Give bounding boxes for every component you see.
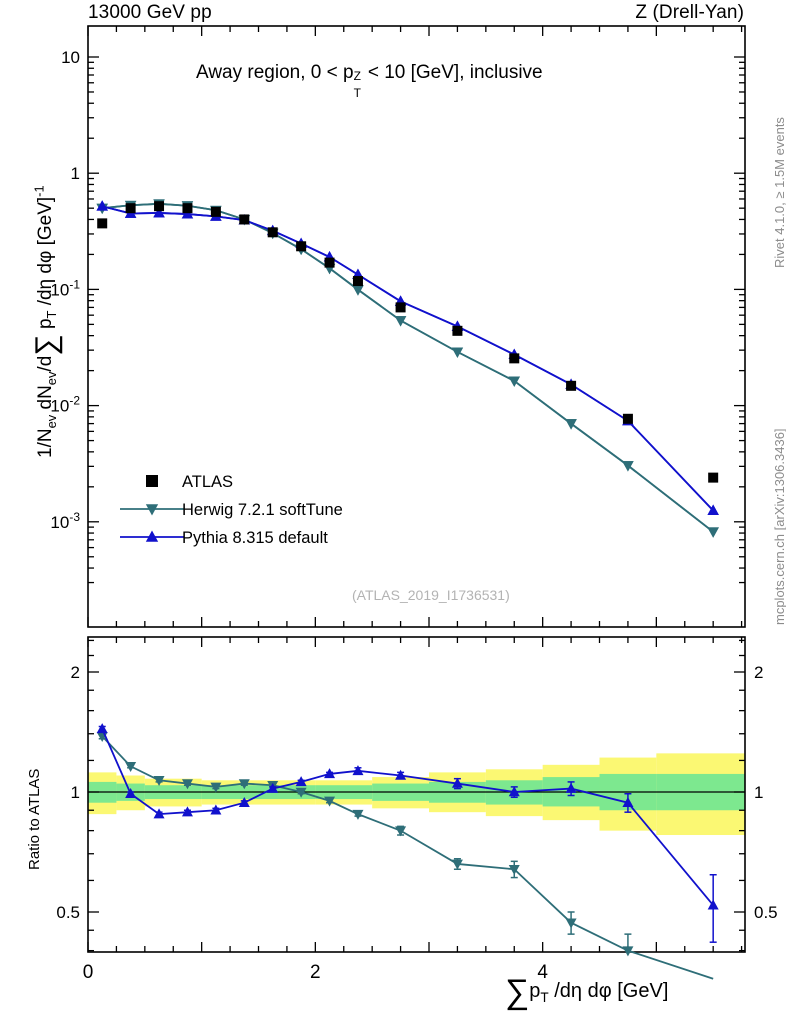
plot-title-pre: Away region, 0 < p xyxy=(196,62,354,83)
data-point-square xyxy=(452,325,463,336)
data-point-triangle-down xyxy=(707,527,719,538)
plot-title-superscript: Z xyxy=(353,69,361,83)
data-point-triangle-down xyxy=(394,316,407,327)
x-axis-label: ∑pT /dη dφ [GeV] xyxy=(505,973,668,1012)
data-point-triangle-up xyxy=(181,806,193,817)
main-panel-frame xyxy=(87,25,746,628)
data-point-triangle-up xyxy=(295,776,307,787)
data-point-triangle-down xyxy=(295,787,307,798)
data-point-square xyxy=(622,413,633,424)
data-point-triangle-down xyxy=(508,865,520,876)
data-point-triangle-down xyxy=(565,419,577,430)
pythia-main-line xyxy=(101,205,714,512)
x-tick-label: 4 xyxy=(537,962,548,983)
data-point-triangle-down xyxy=(565,918,577,929)
data-point-triangle-up xyxy=(125,787,137,798)
y-tick-label-ratio-right: 0.5 xyxy=(754,903,778,922)
y-tick-label-ratio-right: 1 xyxy=(754,783,763,802)
data-point-triangle-down xyxy=(622,946,634,957)
x-tick-label: 0 xyxy=(83,962,94,983)
data-point-triangle-down xyxy=(451,859,463,870)
data-point-square xyxy=(146,475,158,487)
data-point-triangle-up xyxy=(395,769,407,780)
header-left-label: 13000 GeV pp xyxy=(88,2,212,23)
data-point-square xyxy=(239,214,250,225)
legend-label-atlas: ATLAS xyxy=(182,473,234,491)
data-point-triangle-up xyxy=(153,808,165,819)
data-point-square xyxy=(210,206,221,217)
header-right-label: Z (Drell-Yan) xyxy=(635,2,744,23)
data-point-triangle-down xyxy=(153,776,165,787)
legend: ATLAS Herwig 7.2.1 softTune Pythia 8.315… xyxy=(182,472,343,556)
analysis-id-watermark: (ATLAS_2019_I1736531) xyxy=(352,587,510,603)
y-tick-label-ratio: 2 xyxy=(71,663,80,682)
herwig-main-line xyxy=(102,202,714,533)
data-point-triangle-up xyxy=(508,786,520,797)
data-point-square xyxy=(267,227,278,238)
y-tick-label-main: 1 xyxy=(71,164,80,183)
y-tick-label-ratio-right: 2 xyxy=(754,663,763,682)
x-axis-label-tail: /dη dφ [GeV] xyxy=(548,980,669,1002)
data-point-square xyxy=(182,203,193,214)
data-point-triangle-up xyxy=(267,782,279,793)
legend-label-pythia: Pythia 8.315 default xyxy=(182,529,328,547)
pythia-ratio-line xyxy=(101,728,714,906)
data-point-square xyxy=(324,257,335,268)
data-point-triangle-down xyxy=(508,376,520,387)
data-point-triangle-up xyxy=(707,504,719,515)
data-point-triangle-up xyxy=(96,200,108,211)
data-point-triangle-down xyxy=(238,779,250,790)
pythia-main-line xyxy=(101,205,714,512)
data-point-triangle-down xyxy=(324,796,336,807)
data-point-triangle-down xyxy=(451,347,464,358)
data-point-square xyxy=(97,218,108,229)
data-point-triangle-up xyxy=(622,796,634,807)
data-point-square xyxy=(125,203,136,214)
data-point-triangle-up xyxy=(153,206,165,218)
data-point-square xyxy=(154,201,165,212)
data-point-triangle-down xyxy=(395,826,407,837)
data-point-triangle-up xyxy=(96,723,108,734)
x-tick-label: 2 xyxy=(310,962,321,983)
data-point-square xyxy=(566,380,577,391)
data-point-triangle-down xyxy=(181,779,193,790)
x-axis-label-subT: T xyxy=(540,990,549,1005)
y-tick-label-ratio: 1 xyxy=(71,783,80,802)
plot-title-subscript: T xyxy=(353,86,361,100)
y-tick-label-main: 10-1 xyxy=(50,277,80,299)
x-axis-label-sum: ∑ xyxy=(505,973,530,1011)
data-point-triangle-up xyxy=(210,804,222,815)
data-point-triangle-up xyxy=(145,530,159,542)
data-point-triangle-down xyxy=(622,461,634,472)
data-point-square xyxy=(395,302,406,313)
y-tick-label-main: 10-3 xyxy=(50,510,80,532)
ratio-panel-frame xyxy=(87,636,746,953)
data-point-triangle-down xyxy=(210,782,222,793)
data-point-triangle-down xyxy=(125,762,137,773)
y-tick-label-main: 10-2 xyxy=(50,394,80,416)
data-point-square xyxy=(708,472,719,483)
data-point-triangle-down xyxy=(352,285,364,296)
data-point-triangle-down xyxy=(352,809,364,820)
legend-label-herwig: Herwig 7.2.1 softTune xyxy=(182,501,343,519)
data-point-triangle-up xyxy=(181,208,194,219)
y-tick-label-main: 10 xyxy=(61,48,80,67)
data-point-triangle-down xyxy=(145,504,159,516)
data-point-triangle-up xyxy=(565,782,577,793)
data-point-square xyxy=(296,241,307,252)
data-point-triangle-up xyxy=(324,768,336,779)
plot-title-post: < 10 [GeV], inclusive xyxy=(362,62,543,83)
herwig-ratio-line xyxy=(101,735,714,980)
x-axis-label-p: p xyxy=(529,980,541,1002)
data-point-square xyxy=(352,276,363,287)
data-point-triangle-up xyxy=(238,796,250,807)
data-point-square xyxy=(509,353,520,364)
data-point-triangle-up xyxy=(352,765,364,776)
data-point-triangle-up xyxy=(451,777,463,788)
data-point-triangle-up xyxy=(707,899,719,910)
y-tick-label-ratio: 0.5 xyxy=(56,903,80,922)
